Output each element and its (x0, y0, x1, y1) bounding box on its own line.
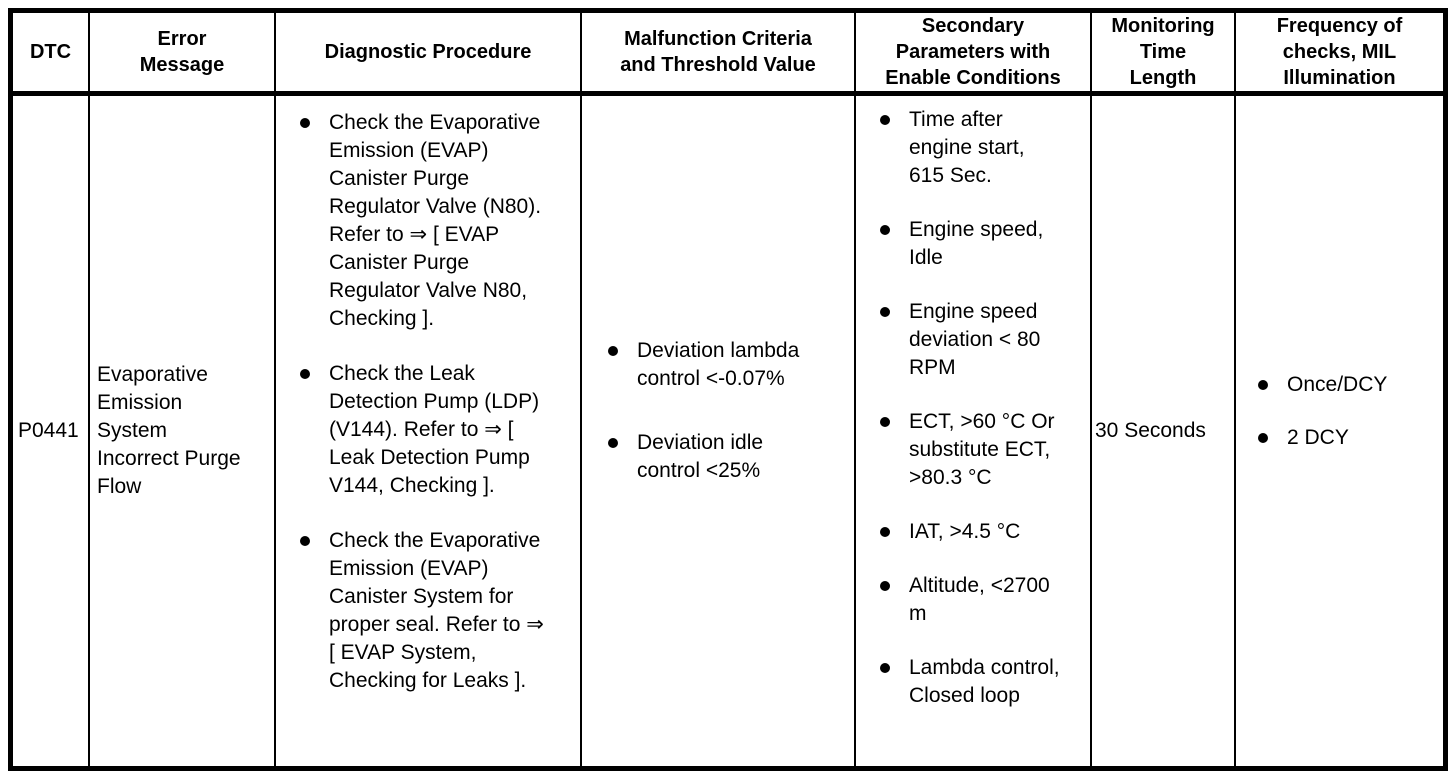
bullet-icon (880, 663, 890, 673)
bullet-icon (1258, 379, 1268, 390)
list-item: Check the Leak Detection Pump (LDP) (V14… (300, 360, 576, 500)
cell-secondary-parameters: Time after engine start, 615 Sec. Engine… (854, 96, 1090, 766)
list-item: Check the Evaporative Emission (EVAP) Ca… (300, 109, 576, 333)
bullet-icon (880, 417, 890, 427)
dtc-code: P0441 (18, 419, 79, 442)
bullet-icon (608, 438, 618, 448)
error-message-text: Evaporative Emission System Incorrect Pu… (97, 363, 241, 498)
cell-malfunction-criteria: Deviation lambda control <-0.07% Deviati… (580, 96, 854, 766)
bullet-text: Time after engine start, 615 Sec. (909, 108, 1025, 187)
bullet-text: Engine speed deviation < 80 RPM (909, 300, 1041, 379)
list-item: Time after engine start, 615 Sec. (880, 106, 1088, 190)
cell-monitoring-time: 30 Seconds (1090, 96, 1234, 766)
list-item: ECT, >60 °C Or substitute ECT, >80.3 °C (880, 408, 1088, 492)
list-item: 2 DCY (1258, 424, 1441, 452)
bullet-icon (608, 346, 618, 356)
list-item: Check the Evaporative Emission (EVAP) Ca… (300, 527, 576, 695)
dtc-table: DTC Error Message Diagnostic Procedure M… (8, 8, 1448, 771)
bullet-text: Deviation lambda control <-0.07% (637, 339, 800, 390)
bullet-icon (1258, 432, 1268, 443)
header-cell-error-message: Error Message (88, 13, 274, 91)
bullet-icon (300, 118, 310, 128)
list-item: IAT, >4.5 °C (880, 518, 1088, 546)
list-item: Engine speed deviation < 80 RPM (880, 298, 1088, 382)
bullet-icon (300, 369, 310, 379)
monitoring-time-text: 30 Seconds (1095, 419, 1206, 442)
list-item: Once/DCY (1258, 371, 1441, 399)
list-item: Lambda control, Closed loop (880, 654, 1088, 710)
list-item: Deviation lambda control <-0.07% (608, 337, 852, 393)
bullet-icon (300, 536, 310, 546)
header-cell-diagnostic-procedure: Diagnostic Procedure (274, 13, 580, 91)
cell-diagnostic-procedure: Check the Evaporative Emission (EVAP) Ca… (274, 96, 580, 766)
bullet-text: Check the Evaporative Emission (EVAP) Ca… (329, 111, 542, 330)
bullet-text: Check the Leak Detection Pump (LDP) (V14… (329, 362, 540, 497)
bullet-text: Engine speed, Idle (909, 218, 1044, 269)
table-row: P0441 Evaporative Emission System Incorr… (13, 96, 1443, 766)
bullet-text: 2 DCY (1287, 425, 1349, 449)
bullet-text: Once/DCY (1287, 372, 1388, 396)
bullet-text: Lambda control, Closed loop (909, 656, 1060, 707)
bullet-text: IAT, >4.5 °C (909, 520, 1021, 543)
header-cell-frequency-checks: Frequency of checks, MIL Illumination (1234, 13, 1443, 91)
list-item: Engine speed, Idle (880, 216, 1088, 272)
bullet-text: Altitude, <2700 m (909, 574, 1050, 625)
header-cell-dtc: DTC (29, 41, 72, 63)
header-cell-monitoring-time: Monitoring Time Length (1090, 13, 1234, 91)
bullet-icon (880, 581, 890, 591)
bullet-icon (880, 115, 890, 125)
cell-dtc-code: P0441 (13, 96, 88, 766)
cell-error-message: Evaporative Emission System Incorrect Pu… (88, 96, 274, 766)
cell-frequency-checks: Once/DCY 2 DCY (1234, 96, 1443, 766)
list-item: Deviation idle control <25% (608, 429, 852, 485)
list-item: Altitude, <2700 m (880, 572, 1088, 628)
header-cell-malfunction-criteria: Malfunction Criteria and Threshold Value (580, 13, 854, 91)
bullet-text: Check the Evaporative Emission (EVAP) Ca… (329, 529, 544, 692)
bullet-icon (880, 527, 890, 537)
bullet-text: ECT, >60 °C Or substitute ECT, >80.3 °C (909, 410, 1055, 489)
bullet-icon (880, 307, 890, 317)
bullet-icon (880, 225, 890, 235)
table-header-row: DTC Error Message Diagnostic Procedure M… (13, 13, 1443, 96)
header-cell-secondary-parameters: Secondary Parameters with Enable Conditi… (854, 13, 1090, 91)
bullet-text: Deviation idle control <25% (637, 431, 764, 482)
